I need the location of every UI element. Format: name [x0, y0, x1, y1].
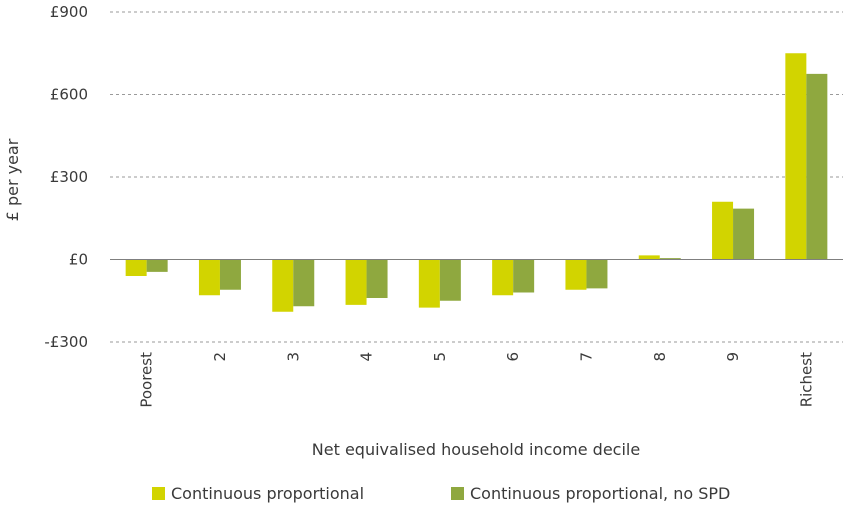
bar-continuous-proportional — [638, 255, 660, 260]
bars — [125, 53, 828, 312]
gridlines — [110, 11, 843, 343]
bar-continuous-proportional — [565, 259, 587, 290]
y-axis-title: £ per year — [3, 138, 22, 221]
y-tick-label: £300 — [50, 168, 88, 186]
bar-continuous-proportional-no-spd — [513, 259, 535, 293]
bar-continuous-proportional-no-spd — [293, 259, 315, 307]
y-tick-label: £900 — [50, 3, 88, 21]
bar-continuous-proportional-no-spd — [806, 73, 828, 260]
x-tick-label: 5 — [431, 352, 449, 362]
bar-continuous-proportional-no-spd — [586, 259, 608, 289]
y-tick-label: £0 — [69, 251, 88, 269]
legend-label: Continuous proportional — [171, 484, 364, 503]
x-tick-label: 7 — [577, 352, 595, 362]
x-tick-label: 3 — [284, 352, 302, 362]
legend-swatch — [152, 487, 165, 500]
y-tick-label: £600 — [50, 86, 88, 104]
bar-continuous-proportional-no-spd — [219, 259, 241, 290]
bar-continuous-proportional — [198, 259, 220, 296]
x-tick-labels: Poorest 2 3 4 5 6 7 8 9 Richest — [138, 352, 816, 408]
legend-swatch — [451, 487, 464, 500]
bar-continuous-proportional-no-spd — [659, 258, 681, 260]
x-axis-title: Net equivalised household income decile — [312, 440, 640, 459]
bar-continuous-proportional — [712, 201, 734, 260]
legend-label: Continuous proportional, no SPD — [470, 484, 730, 503]
bar-continuous-proportional — [272, 259, 294, 312]
bar-continuous-proportional-no-spd — [146, 259, 168, 272]
bar-continuous-proportional-no-spd — [439, 259, 461, 301]
bar-continuous-proportional-no-spd — [733, 208, 755, 260]
bar-continuous-proportional — [125, 259, 147, 276]
bar-continuous-proportional — [418, 259, 440, 308]
x-tick-label: Poorest — [138, 352, 156, 408]
x-tick-label: 6 — [504, 352, 522, 362]
x-tick-label: 4 — [358, 352, 376, 362]
y-tick-label: -£300 — [44, 333, 88, 351]
bar-continuous-proportional-no-spd — [366, 259, 388, 298]
bar-continuous-proportional — [785, 53, 807, 260]
y-tick-labels: £900 £600 £300 £0 -£300 — [44, 3, 88, 351]
legend: Continuous proportional Continuous propor… — [152, 484, 730, 503]
x-tick-label: 8 — [651, 352, 669, 362]
bar-continuous-proportional — [345, 259, 367, 305]
x-tick-label: 2 — [211, 352, 229, 362]
x-tick-label: Richest — [797, 352, 815, 407]
x-tick-label: 9 — [724, 352, 742, 362]
bar-continuous-proportional — [492, 259, 514, 296]
